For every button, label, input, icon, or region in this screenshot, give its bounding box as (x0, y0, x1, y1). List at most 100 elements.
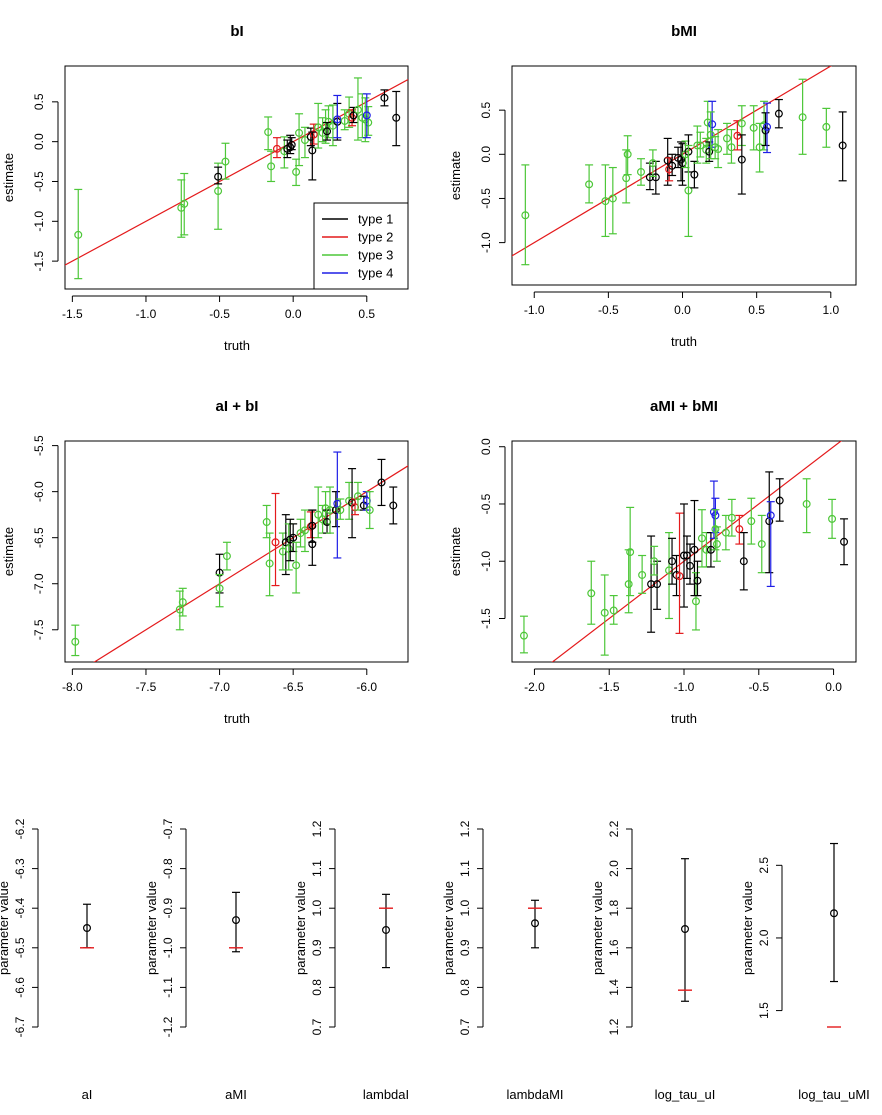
x-tick-label: -1.0 (524, 303, 545, 317)
x-tick-label: -1.0 (136, 307, 157, 321)
error-bar-point (802, 478, 811, 534)
data-point (648, 159, 657, 168)
error-bar-point (684, 144, 693, 238)
error-bar-point (314, 486, 323, 539)
error-bar-point (272, 137, 281, 159)
error-bar-point (755, 122, 764, 173)
error-bar-point (722, 122, 731, 155)
error-bar-point (677, 141, 686, 182)
plot-area (65, 77, 408, 280)
data-point (308, 540, 317, 549)
error-bar-point (663, 137, 672, 186)
identity-line (93, 465, 408, 662)
data-point (314, 510, 323, 519)
estimate-point (829, 909, 838, 918)
error-bar-point (626, 506, 635, 597)
x-tick-label: 0.0 (285, 307, 302, 321)
y-tick-label: -1.0 (479, 232, 493, 253)
y-tick-label: -0.5 (32, 171, 46, 192)
error-bar-point (74, 188, 83, 280)
data-point (653, 580, 662, 589)
data-point (178, 598, 187, 607)
y-axis-label: parameter value (441, 881, 456, 975)
plot-frame (511, 440, 857, 663)
legend: type 1 type 2 type 3 type 4 (313, 202, 409, 290)
error-bar-point (711, 509, 720, 551)
data-point (325, 506, 334, 515)
y-tick-label: -0.7 (161, 818, 175, 839)
data-point (721, 528, 730, 537)
data-point (798, 113, 807, 122)
y-tick-label: 0.7 (310, 1018, 324, 1035)
error-bar-point (340, 109, 349, 131)
data-point (365, 506, 374, 515)
error-bar-point (295, 113, 304, 167)
data-point (747, 517, 756, 526)
data-point (295, 128, 304, 137)
x-tick-label: -0.5 (748, 680, 769, 694)
data-point (321, 504, 330, 513)
data-point (727, 143, 736, 152)
y-tick-label: 0.0 (479, 438, 493, 455)
x-axis-label: truth (224, 711, 250, 726)
data-point (308, 146, 317, 155)
y-tick-label: -1.0 (479, 551, 493, 572)
data-point (647, 580, 656, 589)
data-point (336, 506, 345, 515)
data-point (739, 557, 748, 566)
plot-area (512, 66, 847, 266)
error-bar-point (377, 458, 386, 507)
data-point (362, 111, 371, 120)
error-bar-point (300, 509, 309, 553)
y-tick-label: -1.5 (479, 608, 493, 629)
data-point (221, 157, 230, 166)
x-tick-label: -6.5 (283, 680, 304, 694)
data-point (705, 147, 714, 156)
data-point (306, 522, 315, 531)
error-bar-point (828, 498, 837, 539)
error-bar-point (608, 166, 617, 235)
x-tick-label: -7.5 (136, 680, 157, 694)
y-tick-label: 0.8 (310, 979, 324, 996)
data-point (828, 514, 837, 523)
y-tick-label: -7.0 (32, 573, 46, 594)
y-tick-label: 1.1 (310, 860, 324, 877)
data-point (737, 119, 746, 128)
y-tick-label: -1.1 (161, 977, 175, 998)
error-bar-point (222, 541, 231, 571)
panel-title: aMI + bMI (650, 398, 718, 415)
error-bar-point (623, 135, 632, 176)
error-bar-point (336, 498, 345, 520)
error-bar-point (328, 104, 337, 147)
data-point (333, 115, 342, 124)
error-bar-point (697, 509, 706, 568)
error-bar-point (840, 518, 849, 566)
data-point (766, 511, 775, 520)
data-point (623, 150, 632, 159)
data-point (651, 173, 660, 182)
error-bar-point (331, 491, 340, 528)
error-bar-point (737, 134, 746, 195)
x-axis-label: truth (671, 711, 697, 726)
estimate-point (382, 925, 391, 934)
error-bar-point (333, 451, 342, 559)
error-bar-point (622, 149, 631, 204)
data-point (626, 548, 635, 557)
error-bar-point (292, 541, 301, 594)
parameter-label: lambdaI (363, 1087, 409, 1102)
y-axis-label: parameter value (293, 881, 308, 975)
y-tick-label: 2.2 (607, 820, 621, 837)
error-bar-point (775, 478, 784, 522)
parameter-label: log_tau_uI (655, 1087, 716, 1102)
x-tick-label: -8.0 (62, 680, 83, 694)
error-bar-point (702, 532, 711, 568)
error-bar-point (587, 560, 596, 625)
error-bar-point (690, 160, 699, 189)
error-bar-point (638, 554, 647, 594)
data-point (712, 540, 721, 549)
error-bar-point (757, 514, 766, 574)
data-point (300, 526, 309, 535)
data-point (663, 156, 672, 165)
error-bar-point (601, 164, 610, 238)
